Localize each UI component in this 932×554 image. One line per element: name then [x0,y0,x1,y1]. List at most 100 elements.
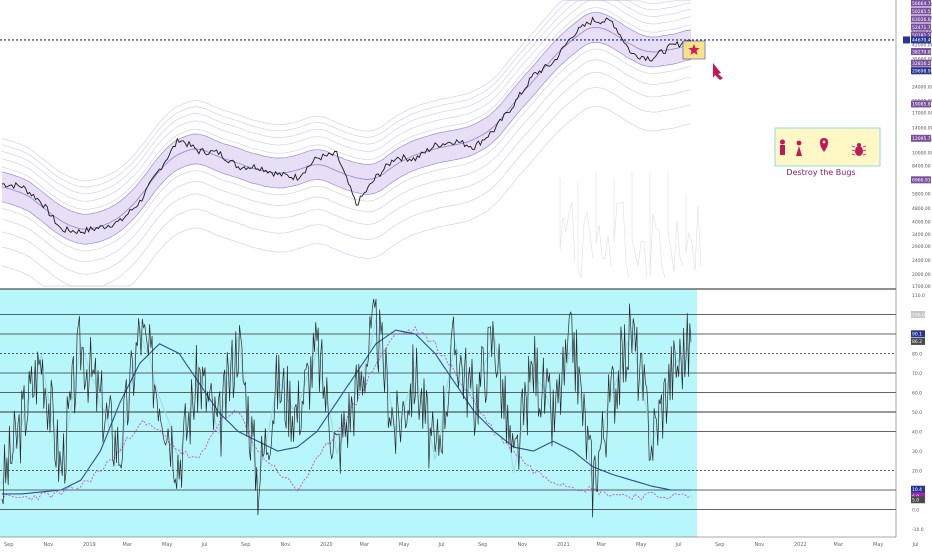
main-band-fill [2,12,691,245]
price-badge-bg [911,23,931,31]
bug-icon-leg [862,149,867,152]
envelope-tail [595,171,612,266]
x-axis: Sep Nov 2019 Mar May Jul Sep Nov 2020 Mar May Jul Se… [0,536,919,548]
price-badge-bg [911,134,931,142]
price-badge-label: 12095.79 [912,136,932,142]
price-badge: 63026.64 [911,15,932,23]
price-badge-label: 29698.98 [912,68,932,74]
bug-icon-leg [851,145,856,148]
price-tick-label: 10000.00 [912,151,932,157]
oscillator-tick-label: 110.0 [912,293,925,299]
envelope-line [1,48,692,252]
value-badge: 86.2 [911,337,925,345]
price-tick-label: 3400.00 [912,232,931,238]
oscillator-series-blue [2,329,691,495]
value-badge-label: 90.1 [912,332,922,338]
value-badge: 5.0 [911,496,925,504]
x-tick-label: 2020 [320,542,333,548]
price-badge-label: 38279.80 [912,49,932,55]
envelope-line [1,59,692,262]
value-badge-label: 86.2 [912,339,922,345]
person-icon [796,146,802,156]
value-badge-label: 5.0 [912,498,919,504]
price-badge: 50181.26 [911,31,932,39]
oscillator-tick-label: 0.0 [912,508,919,514]
price-badge: 56664.73 [911,0,932,7]
price-badge: 12095.79 [911,134,932,142]
map-pin-icon-dot [822,140,826,144]
x-tick-label: Mar [834,542,844,548]
price-tick-label: 42000.00 [912,43,932,49]
value-badge-bg [911,311,925,318]
bug-icon [855,146,863,156]
x-tick-label: Sep [715,542,724,548]
price-badge-label: 44670.49 [912,38,932,44]
price-badge-bg [911,36,931,44]
value-badge: 90.1 [911,330,925,338]
value-badge-bg [911,330,925,338]
envelope-tail [559,177,576,263]
annotation-rect [774,127,881,167]
oscillator-tick-label: -10.0 [912,527,924,533]
right-axis: 1700.00 2000.00 2400.00 2900.00 3400.00 4000.… [895,0,932,537]
price-tick-label: 5800.00 [912,192,931,198]
price-badge-bg [911,176,931,184]
value-badge-label: 10.4 [912,487,922,493]
price-tick-label: 35000.00 [912,56,932,62]
envelope-tail [667,168,684,272]
star-icon [688,44,700,55]
envelope-tail [685,193,702,272]
envelope-line [1,7,692,210]
price-badge-bg [911,67,931,75]
x-tick-label: 2019 [83,542,96,548]
value-badge: 10.4 [911,485,925,493]
price-badge-bg [911,59,931,67]
value-badge-bg [911,337,925,345]
envelope-line [1,0,691,182]
price-tick-label: 17000.00 [912,111,932,117]
worker-icon [780,145,785,155]
price-badge-bg [911,15,931,23]
x-tick-label: Nov [281,542,291,548]
x-tick-label: Nov [755,542,765,548]
price-panel [0,0,896,287]
oscillator-tick-label: 40.0 [912,430,922,436]
cursor-icon [713,63,723,80]
oscillator-tick-label: 60.0 [912,391,922,397]
oscillator-series-main [1,298,692,518]
envelope-tail [631,172,648,278]
price-badge: 44670.49 [911,36,932,44]
current-price-tag [903,36,910,44]
value-badge-label: 100.0 [912,312,925,318]
price-tick-label: 1700.00 [912,284,931,290]
price-badge-label: 50285.59 [912,9,932,15]
person-icon-head [796,140,802,146]
price-tick-label: 2900.00 [912,244,931,250]
price-badge: 32816.22 [911,59,932,67]
x-tick-label: Jul [912,542,919,548]
value-badge-bg [911,496,925,504]
main-band-line [1,42,692,245]
bug-icon-leg [862,145,867,148]
envelope-line [1,0,692,202]
x-tick-label: Sep [4,542,13,548]
x-tick-label: Jul [201,542,208,548]
envelope-line [1,0,692,195]
x-tick-label: May [636,542,646,548]
x-tick-label: Sep [478,542,487,548]
x-tick-label: Jul [438,542,445,548]
x-tick-label: Nov [518,542,528,548]
price-badge-label: 50181.26 [912,33,932,39]
bug-icon-head [857,143,861,147]
x-tick-label: Mar [123,542,133,548]
oscillator-tick-label: 30.0 [912,449,922,455]
price-tick-label: 4800.00 [912,206,931,212]
oscillator-series-pink [1,325,692,501]
envelope-tail [613,177,630,279]
price-badge: 52471.78 [911,23,932,31]
price-badge-bg [911,100,931,108]
x-tick-label: Jul [675,542,682,548]
x-tick-label: Sep [241,542,250,548]
value-badge: 100.0 [911,311,925,318]
